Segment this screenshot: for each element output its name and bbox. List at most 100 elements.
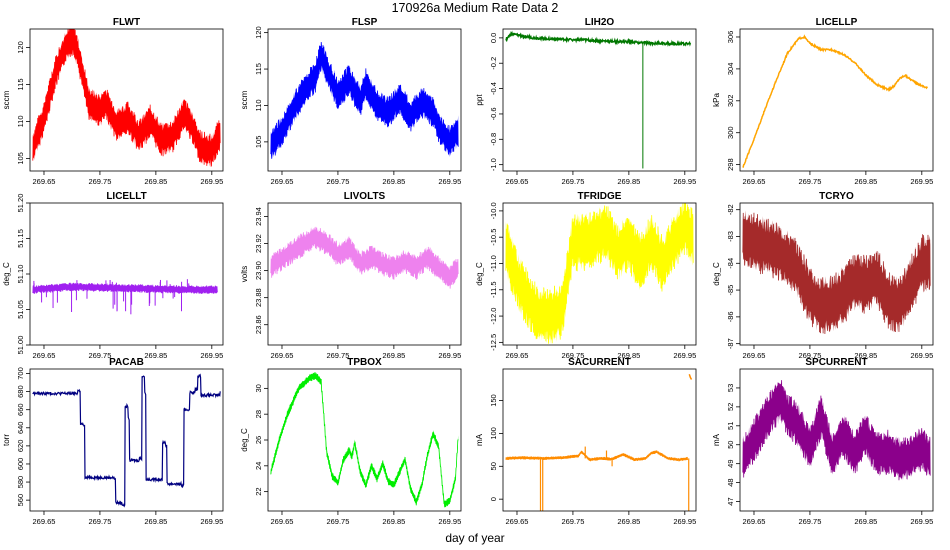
x-tick-label: 269.65 bbox=[271, 351, 294, 360]
chart-pacab: PACAB torr 560 580 600 620 640 660 680 700 269.65 2… bbox=[2, 357, 224, 526]
x-tick-label: 269.95 bbox=[200, 177, 223, 186]
plot-frame bbox=[502, 28, 697, 172]
series-line bbox=[505, 30, 692, 47]
series-band bbox=[270, 372, 459, 508]
chart-title: TCRYO bbox=[819, 191, 854, 202]
y-tick-label: 53 bbox=[726, 384, 735, 392]
chart-licellt: LICELLT deg_C 51.00 51.05 51.10 51.15 51.20 269… bbox=[2, 191, 224, 360]
y-tick-label: -12.0 bbox=[489, 308, 498, 325]
chart-title: PACAB bbox=[109, 357, 144, 368]
y-axis-label: deg_C bbox=[240, 428, 249, 452]
y-tick-label: 51.00 bbox=[16, 336, 25, 355]
series-line bbox=[32, 373, 221, 508]
y-tick-label: 620 bbox=[16, 440, 25, 453]
series-line bbox=[742, 212, 931, 335]
chart-livolts: LIVOLTS volts 23.86 23.88 23.90 23.92 23.94 269… bbox=[240, 191, 462, 360]
chart-title: TPBOX bbox=[347, 357, 382, 368]
y-tick-label: 23.94 bbox=[254, 207, 263, 226]
y-axis-label: volts bbox=[240, 266, 249, 282]
x-tick-label: 269.85 bbox=[854, 351, 877, 360]
y-tick-label: -84 bbox=[726, 258, 735, 269]
x-tick-label: 269.75 bbox=[798, 177, 821, 186]
x-tick-label: 269.85 bbox=[382, 351, 405, 360]
chart-flwt: FLWT sccm 105 110 115 120 269.65 269.75 269.85 26… bbox=[2, 17, 224, 186]
series-band bbox=[32, 29, 221, 168]
y-tick-label: 640 bbox=[16, 422, 25, 435]
y-axis-label: sccm bbox=[2, 90, 11, 109]
chart-title: TFRIDGE bbox=[578, 191, 622, 202]
chart-title: LICELLT bbox=[106, 191, 146, 202]
y-tick-label: -12.5 bbox=[489, 334, 498, 351]
chart-title: LIH2O bbox=[585, 17, 615, 28]
x-tick-label: 269.85 bbox=[382, 177, 405, 186]
y-tick-label: -0.6 bbox=[489, 107, 498, 120]
chart-spcurrent: SPCURRENT mA 47 48 49 50 51 52 53 269.65 269.75 269… bbox=[712, 357, 934, 526]
x-tick-label: 269.85 bbox=[144, 351, 167, 360]
y-tick-label: -85 bbox=[726, 285, 735, 296]
y-tick-label: 23.92 bbox=[254, 234, 263, 253]
series-line bbox=[270, 372, 459, 508]
x-tick-label: 269.75 bbox=[561, 177, 584, 186]
y-tick-label: 23.86 bbox=[254, 315, 263, 334]
chart-flsp: FLSP sccm 105 110 115 120 269.65 269.75 269.85 26… bbox=[240, 17, 462, 186]
y-tick-label: -10.0 bbox=[489, 202, 498, 219]
y-tick-label: 23.88 bbox=[254, 288, 263, 307]
y-tick-label: 0.0 bbox=[489, 33, 498, 43]
chart-licellp: LICELLP kPa 298 300 302 304 306 269.65 269.75 269… bbox=[712, 17, 934, 186]
x-tick-label: 269.85 bbox=[144, 177, 167, 186]
y-tick-label: 51.15 bbox=[16, 229, 25, 248]
x-tick-label: 269.95 bbox=[673, 517, 696, 526]
chart-title: LICELLP bbox=[816, 17, 858, 28]
x-tick-label: 269.95 bbox=[910, 517, 933, 526]
y-tick-label: 105 bbox=[16, 152, 25, 165]
x-tick-label: 269.65 bbox=[506, 177, 529, 186]
y-tick-label: -11.5 bbox=[489, 282, 498, 299]
y-tick-label: 580 bbox=[16, 476, 25, 489]
x-tick-label: 269.75 bbox=[326, 517, 349, 526]
x-tick-label: 269.75 bbox=[88, 517, 111, 526]
data-series bbox=[32, 29, 221, 168]
x-tick-label: 269.65 bbox=[743, 177, 766, 186]
plot-frame bbox=[739, 368, 934, 512]
data-series bbox=[742, 380, 931, 481]
y-axis-label: mA bbox=[475, 433, 484, 446]
y-tick-label: 600 bbox=[16, 458, 25, 471]
x-tick-label: 269.65 bbox=[506, 351, 529, 360]
x-tick-label: 269.75 bbox=[561, 517, 584, 526]
x-tick-label: 269.85 bbox=[854, 517, 877, 526]
y-tick-label: 51.20 bbox=[16, 194, 25, 213]
y-tick-label: 48 bbox=[726, 478, 735, 486]
y-tick-label: 51.05 bbox=[16, 300, 25, 319]
plot-frame bbox=[29, 28, 224, 172]
plot-frame bbox=[739, 28, 934, 172]
x-tick-label: 269.95 bbox=[438, 351, 461, 360]
plot-frame bbox=[739, 202, 934, 346]
plot-frame bbox=[29, 368, 224, 512]
chart-title: LIVOLTS bbox=[344, 191, 386, 202]
y-tick-label: 680 bbox=[16, 385, 25, 398]
data-series bbox=[32, 279, 218, 315]
y-tick-label: -0.8 bbox=[489, 133, 498, 146]
x-tick-label: 269.95 bbox=[200, 517, 223, 526]
y-tick-label: 150 bbox=[489, 394, 498, 407]
x-tick-label: 269.75 bbox=[798, 351, 821, 360]
x-tick-label: 269.95 bbox=[673, 351, 696, 360]
y-tick-label: 105 bbox=[254, 136, 263, 149]
y-tick-label: 306 bbox=[726, 31, 735, 44]
chart-sacurrent: SACURRENT mA 0 50 100 150 269.65 269.75 269.85 26… bbox=[475, 357, 697, 526]
y-axis-label: sccm bbox=[240, 90, 249, 109]
y-tick-label: 49 bbox=[726, 459, 735, 467]
y-tick-label: 120 bbox=[254, 26, 263, 39]
y-tick-label: 26 bbox=[254, 436, 263, 444]
y-tick-label: -86 bbox=[726, 311, 735, 322]
x-tick-label: 269.75 bbox=[326, 177, 349, 186]
y-tick-label: 51.10 bbox=[16, 265, 25, 284]
x-tick-label: 269.85 bbox=[854, 177, 877, 186]
series-line bbox=[742, 34, 929, 168]
x-tick-label: 269.65 bbox=[743, 517, 766, 526]
data-series bbox=[270, 372, 459, 508]
y-tick-label: 700 bbox=[16, 367, 25, 380]
y-tick-label: 30 bbox=[254, 384, 263, 392]
y-tick-label: -83 bbox=[726, 231, 735, 242]
plot-frame bbox=[29, 202, 224, 346]
